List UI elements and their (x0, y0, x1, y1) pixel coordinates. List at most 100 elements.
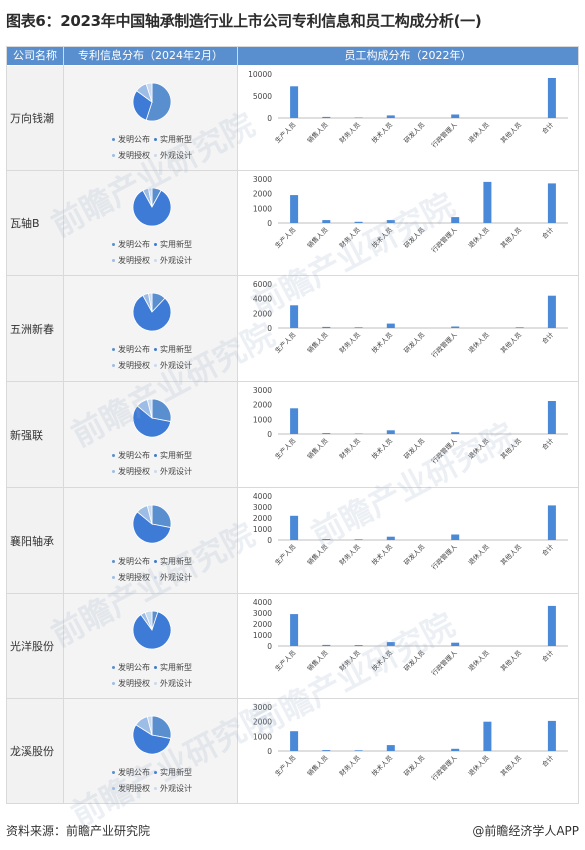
x-tick-label: 合计 (540, 648, 556, 664)
x-tick-label: 退休人员 (466, 542, 491, 567)
patent-pie-cell: 发明公布 实用新型 发明授权 外观设计 (64, 488, 237, 593)
x-tick-label: 生产人员 (273, 542, 298, 567)
company-row: 五洲新春 发明公布 实用新型 发明授权 外观设计 0 2000 4000 6000 生产人员 销售人… (7, 276, 578, 381)
bar (290, 86, 299, 118)
staff-bar-cell: 0 5000 10000 生产人员 销售人员 财务人员 技术人员 研发人员 行政管理人 退休人员其… (238, 66, 578, 170)
bar (547, 505, 556, 540)
company-name: 瓦轴B (7, 171, 63, 275)
pie-slice (146, 398, 153, 419)
staff-bar-chart: 0 5000 10000 生产人员 销售人员 财务人员 技术人员 研发人员 行政管理人 退休人员其… (248, 70, 568, 150)
row-divider (7, 275, 578, 276)
legend-invention-pub: 发明公布 (112, 768, 150, 777)
bar (386, 536, 395, 540)
x-tick-label: 销售人员 (305, 542, 330, 567)
x-tick-label: 财务人员 (337, 330, 362, 355)
patent-pie-cell: 发明公布 实用新型 发明授权 外观设计 (64, 66, 237, 170)
bar (547, 401, 556, 434)
x-tick-label: 技术人员 (369, 120, 394, 145)
legend-design: 外观设计 (154, 151, 192, 160)
pie-slice (151, 504, 172, 529)
company-row: 光洋股份 发明公布 实用新型 发明授权 外观设计 0 1000 2000 3000 4000 生产人… (7, 594, 578, 698)
pie-legend-row2: 发明授权 外观设计 (112, 783, 196, 794)
x-tick-label: 技术人员 (369, 542, 394, 567)
bar (483, 181, 492, 223)
y-tick-label: 1000 (253, 631, 272, 640)
x-tick-label: 生产人员 (273, 120, 298, 145)
x-tick-label: 行政管理人 (429, 330, 459, 360)
y-tick-label: 0 (267, 747, 272, 756)
x-tick-label: 财务人员 (337, 436, 362, 461)
x-tick-label: 行政管理人 (429, 120, 459, 150)
bar (322, 116, 331, 118)
y-tick-label: 3000 (253, 386, 272, 395)
pie-legend-row2: 发明授权 外观设计 (112, 150, 196, 161)
x-tick-label: 其他人员 (498, 753, 523, 778)
pie-legend-row2: 发明授权 外观设计 (112, 466, 196, 477)
legend-invention-grant: 发明授权 (112, 679, 150, 688)
bar (354, 539, 363, 540)
x-tick-label: 行政管理人 (429, 753, 459, 783)
bar (386, 642, 395, 646)
pie-slice (132, 724, 172, 755)
patent-pie (132, 610, 172, 650)
bar (451, 534, 460, 540)
pie-legend-row1: 发明公布 实用新型 (112, 767, 196, 778)
y-tick-label: 3000 (253, 609, 272, 618)
patent-pie-cell: 发明公布 实用新型 发明授权 外观设计 (64, 276, 237, 381)
y-tick-label: 4000 (253, 492, 272, 501)
y-tick-label: 2000 (253, 309, 272, 318)
staff-bar-chart: 0 1000 2000 3000 4000 生产人员 销售人员 财务人员 技术人员 研发人员 行政管… (253, 492, 568, 571)
column-divider (63, 47, 64, 803)
staff-bar-cell: 0 1000 2000 3000 生产人员 销售人员 财务人员 技术人员 研发人员 行政管理人 退休… (238, 171, 578, 275)
patent-pie (132, 398, 172, 438)
y-tick-label: 4000 (253, 598, 272, 607)
y-tick-label: 2000 (253, 514, 272, 523)
bar (322, 750, 331, 751)
company-name: 襄阳轴承 (7, 488, 63, 593)
bar (322, 644, 331, 646)
x-tick-label: 技术人员 (369, 436, 394, 461)
staff-bar-cell: 0 1000 2000 3000 生产人员 销售人员 财务人员 技术人员 研发人员 行政管理人 退休… (238, 382, 578, 487)
company-table: 公司名称 专利信息分布（2024年2月） 员工构成分布（2022年） 万向钱潮发… (6, 46, 579, 804)
bar (290, 731, 299, 751)
pie-slice (151, 398, 172, 423)
legend-invention-grant: 发明授权 (112, 151, 150, 160)
x-tick-label: 合计 (540, 330, 556, 346)
x-tick-label: 研发人员 (402, 542, 427, 567)
bar (322, 433, 331, 434)
pie-legend-row2: 发明授权 外观设计 (112, 360, 196, 371)
x-tick-label: 研发人员 (402, 648, 427, 673)
company-name: 万向钱潮 (7, 66, 63, 170)
y-tick-label: 0 (267, 430, 272, 439)
company-row: 新强联 发明公布 实用新型 发明授权 外观设计 0 1000 2000 3000 生产人员 销售人员… (7, 382, 578, 487)
x-tick-label: 销售人员 (305, 120, 330, 145)
pie-slice (146, 504, 153, 525)
pie-slice (151, 715, 172, 740)
staff-bar-chart: 0 1000 2000 3000 生产人员 销售人员 财务人员 技术人员 研发人员 行政管理人 退休… (253, 703, 568, 783)
x-tick-label: 生产人员 (273, 330, 298, 355)
company-name: 龙溪股份 (7, 699, 63, 803)
y-tick-label: 0 (267, 324, 272, 333)
patent-pie (132, 187, 172, 227)
y-tick-label: 3000 (253, 175, 272, 184)
y-tick-label: 3000 (253, 503, 272, 512)
legend-invention-grant: 发明授权 (112, 256, 150, 265)
x-tick-label: 生产人员 (273, 648, 298, 673)
y-tick-label: 0 (267, 642, 272, 651)
company-name: 光洋股份 (7, 594, 63, 698)
x-tick-label: 其他人员 (498, 330, 523, 355)
legend-invention-pub: 发明公布 (112, 345, 150, 354)
company-row: 襄阳轴承 发明公布 实用新型 发明授权 外观设计 0 1000 2000 3000 4000 生产人… (7, 488, 578, 593)
bar (322, 326, 331, 328)
x-tick-label: 研发人员 (402, 753, 427, 778)
legend-design: 外观设计 (154, 361, 192, 370)
pie-slice (132, 511, 172, 544)
pie-slice (132, 189, 172, 227)
legend-invention-grant: 发明授权 (112, 784, 150, 793)
staff-bar-chart: 0 2000 4000 6000 生产人员 销售人员 财务人员 技术人员 研发人员 行政管理人 退休… (253, 280, 568, 360)
staff-bar-chart: 0 1000 2000 3000 4000 生产人员 销售人员 财务人员 技术人员 研发人员 行政管… (253, 598, 568, 677)
x-tick-label: 财务人员 (337, 225, 362, 250)
row-divider (7, 698, 578, 699)
pie-legend-row1: 发明公布 实用新型 (112, 344, 196, 355)
bar (354, 221, 363, 223)
